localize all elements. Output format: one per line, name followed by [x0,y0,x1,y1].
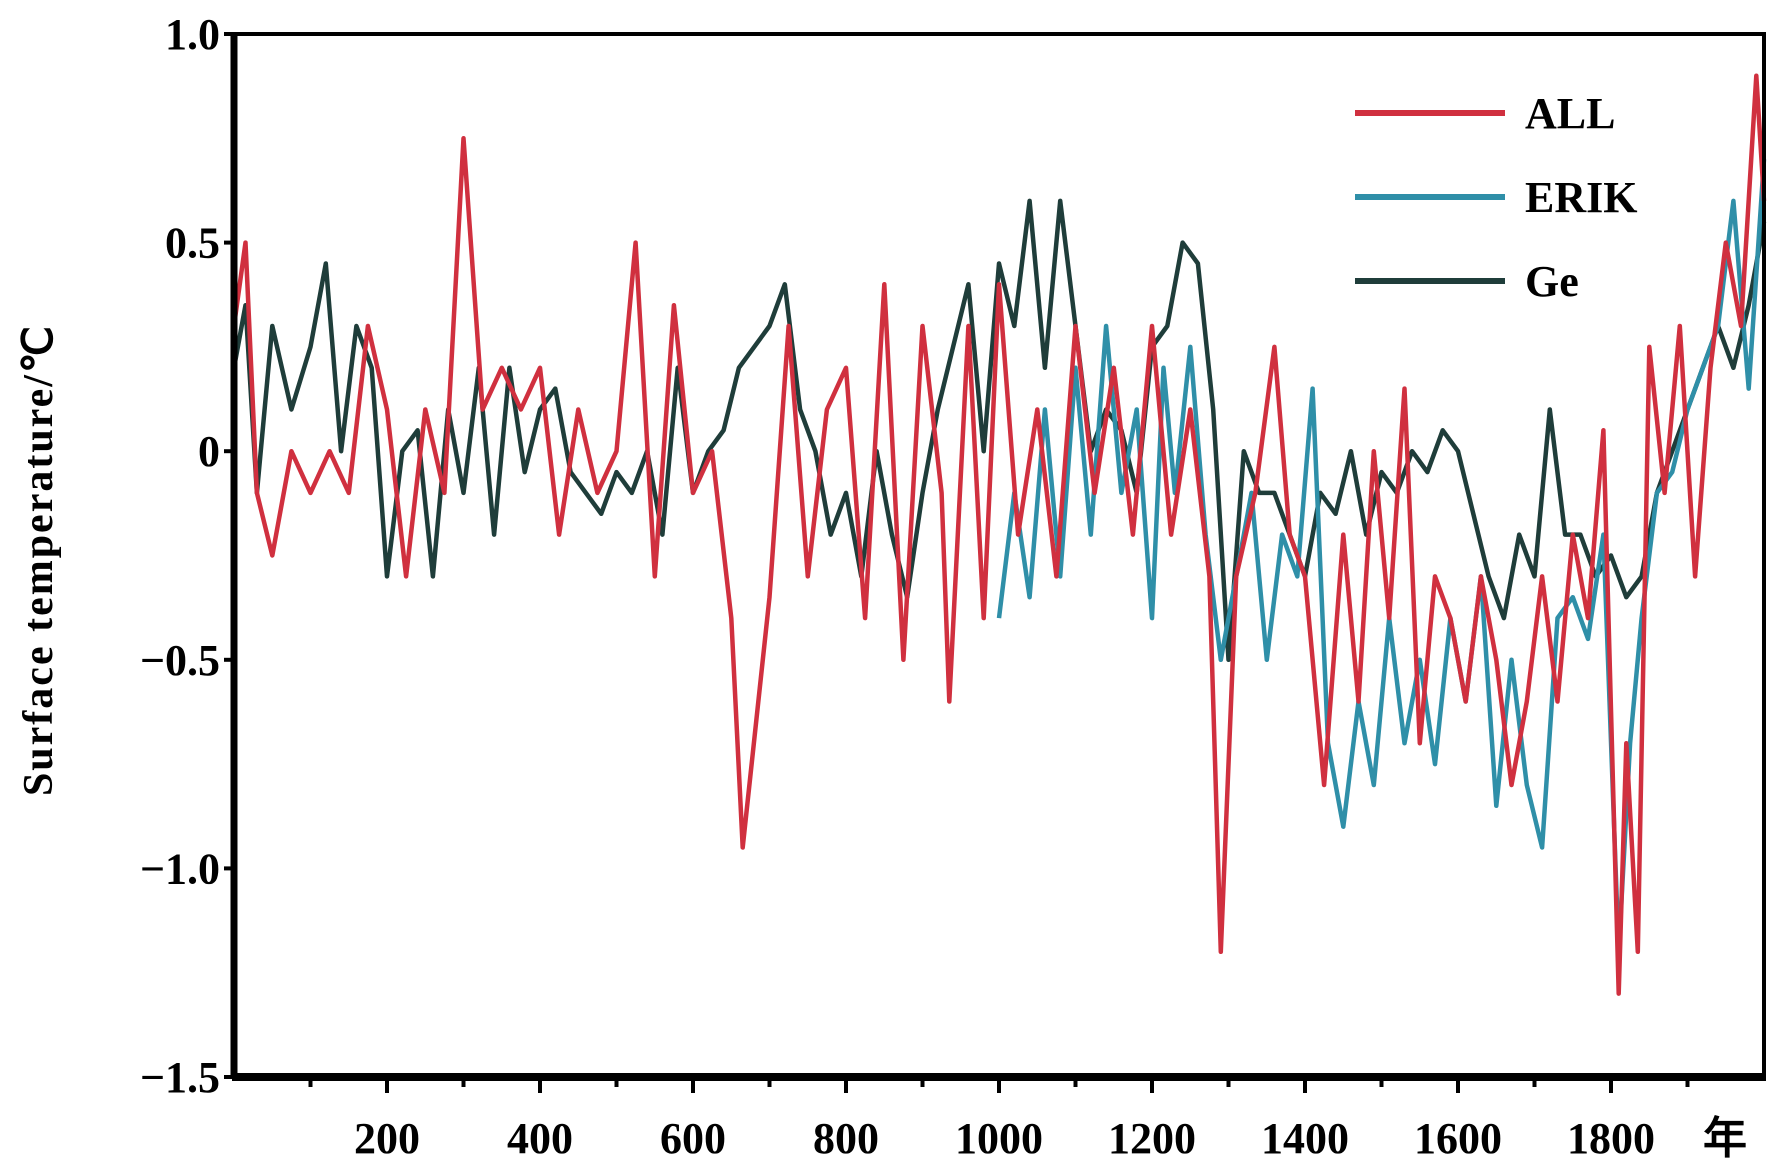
x-tick-label: 1800 [1567,1114,1655,1163]
y-tick-label: −1.5 [140,1053,220,1102]
legend-label-ge: Ge [1525,257,1579,306]
x-ticks: 200 400 600 800 1000 1200 1400 1600 1800 [308,1077,1690,1163]
series-lines [231,73,1767,996]
x-tick-label: 1400 [1261,1114,1349,1163]
series-line-erik [996,159,1767,955]
y-tick-label: 0 [198,427,220,476]
y-tick-label: 1.0 [165,10,220,59]
legend-label-all: ALL [1525,89,1615,138]
x-tick-label: 1000 [955,1114,1043,1163]
x-tick-label: 200 [354,1114,420,1163]
y-tick-label: −0.5 [140,636,220,685]
y-ticks: 1.0 0.5 0 −0.5 −1.0 −1.5 [140,10,234,1102]
y-tick-label: −1.0 [140,844,220,893]
legend-label-erik: ERIK [1525,173,1637,222]
legend: ALL ERIK Ge [1355,89,1637,306]
y-tick-label: 0.5 [165,219,220,268]
y-axis-label: Surface temperature/℃ [16,324,62,796]
x-tick-label: 400 [507,1114,573,1163]
x-tick-label: 800 [813,1114,879,1163]
series-line-all [231,73,1767,996]
x-tick-label: 1600 [1414,1114,1502,1163]
x-tick-label: 600 [660,1114,726,1163]
x-tick-label: 1200 [1108,1114,1196,1163]
x-unit-label: 年 [1703,1114,1747,1163]
series-line-ge [231,198,1767,663]
